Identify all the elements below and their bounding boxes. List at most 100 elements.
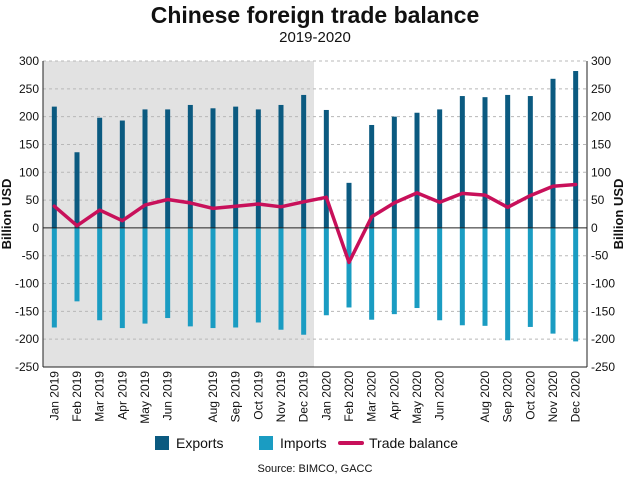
x-tick-label: Dec 2020 (569, 371, 583, 423)
bar-imports (369, 227, 375, 320)
y-tick-label-right: -250 (591, 360, 615, 374)
bar-exports (505, 94, 511, 228)
point-trade-balance (460, 191, 464, 195)
bar-exports (255, 109, 261, 228)
shaded-period-2019 (43, 61, 314, 367)
bar-imports (323, 227, 329, 316)
bar-exports (369, 124, 375, 228)
y-tick-label-right: 50 (591, 193, 605, 207)
point-trade-balance (551, 184, 555, 188)
x-tick-label: Oct 2019 (251, 371, 265, 420)
point-trade-balance (211, 206, 215, 210)
bar-imports (391, 227, 397, 315)
y-tick-label-left: 100 (19, 165, 39, 179)
bar-exports (165, 109, 171, 228)
point-trade-balance (166, 198, 170, 202)
x-tick-label: Apr 2020 (387, 371, 401, 420)
point-trade-balance (188, 201, 192, 205)
point-trade-balance (234, 204, 238, 208)
legend-label-trade-balance: Trade balance (369, 435, 458, 451)
x-tick-label: Jun 2020 (433, 371, 447, 421)
x-tick-label: Mar 2020 (365, 371, 379, 422)
chart-subtitle: 2019-2020 (279, 29, 351, 46)
x-tick-label: Nov 2020 (546, 371, 560, 423)
point-trade-balance (415, 191, 419, 195)
bar-exports (119, 120, 125, 228)
x-tick-label: Oct 2020 (523, 371, 537, 420)
bar-imports (187, 227, 193, 327)
bar-imports (142, 227, 148, 324)
y-tick-label-left: -200 (15, 332, 39, 346)
bar-imports (74, 227, 80, 302)
bar-imports (165, 227, 171, 319)
bar-imports (414, 227, 420, 309)
bar-exports (97, 117, 103, 228)
bar-exports (573, 71, 579, 228)
x-tick-label: Aug 2019 (206, 371, 220, 423)
bar-imports (255, 227, 261, 323)
bar-imports (346, 227, 352, 308)
x-tick-label: May 2019 (138, 371, 152, 424)
bar-exports (301, 94, 307, 228)
y-tick-label-right: 300 (591, 54, 611, 68)
x-tick-label: Apr 2019 (115, 371, 129, 420)
y-tick-label-right: 100 (591, 165, 611, 179)
point-trade-balance (438, 200, 442, 204)
point-trade-balance (347, 260, 351, 264)
x-tick-label: Feb 2019 (70, 371, 84, 422)
point-trade-balance (120, 219, 124, 223)
x-tick-label: Sep 2019 (229, 371, 243, 423)
line-trade-balance (52, 182, 578, 265)
legend: Exports Imports Trade balance (155, 435, 458, 451)
point-trade-balance (506, 205, 510, 209)
point-trade-balance (279, 205, 283, 209)
point-trade-balance (370, 215, 374, 219)
bar-imports (51, 227, 57, 328)
point-trade-balance (75, 224, 79, 228)
bar-exports (391, 116, 397, 228)
point-trade-balance (528, 194, 532, 198)
point-trade-balance (392, 201, 396, 205)
legend-swatch-exports (155, 436, 169, 450)
bar-exports (550, 78, 556, 228)
y-tick-label-left: -150 (15, 304, 39, 318)
bar-exports (323, 109, 329, 228)
legend-label-imports: Imports (280, 435, 327, 451)
point-trade-balance (256, 202, 260, 206)
x-tick-label: Jun 2019 (161, 371, 175, 421)
x-tick-label: Aug 2020 (478, 371, 492, 423)
bar-exports (74, 152, 80, 228)
y-tick-label-left: 0 (32, 221, 39, 235)
bar-exports (482, 97, 488, 228)
bar-exports (142, 109, 148, 228)
y-tick-label-left: 250 (19, 82, 39, 96)
point-trade-balance (302, 200, 306, 204)
bar-imports (550, 227, 556, 334)
y-tick-label-right: -50 (591, 249, 609, 263)
y-tick-label-left: 150 (19, 137, 39, 151)
y-tick-label-left: 50 (26, 193, 40, 207)
bar-exports (527, 96, 533, 228)
y-tick-label-right: -200 (591, 332, 615, 346)
y-tick-label-right: 200 (591, 110, 611, 124)
bar-exports (346, 182, 352, 228)
x-tick-label: Sep 2020 (501, 371, 515, 423)
bar-exports (187, 104, 193, 228)
bar-exports (459, 96, 465, 228)
bar-imports (527, 227, 533, 327)
x-tick-label: Feb 2020 (342, 371, 356, 422)
y-tick-label-right: 0 (591, 221, 598, 235)
bar-exports (414, 112, 420, 228)
bar-imports (505, 227, 511, 341)
y-axis-label-left: Billion USD (0, 179, 14, 250)
y-axis-label-right: Billion USD (611, 179, 626, 250)
y-tick-label-right: -150 (591, 304, 615, 318)
x-tick-label: May 2020 (410, 371, 424, 424)
x-tick-label: Mar 2019 (93, 371, 107, 422)
bar-imports (233, 227, 239, 328)
chart-title: Chinese foreign trade balance (150, 2, 480, 28)
point-trade-balance (98, 208, 102, 212)
x-tick-label: Jan 2020 (319, 371, 333, 421)
point-trade-balance (324, 195, 328, 199)
